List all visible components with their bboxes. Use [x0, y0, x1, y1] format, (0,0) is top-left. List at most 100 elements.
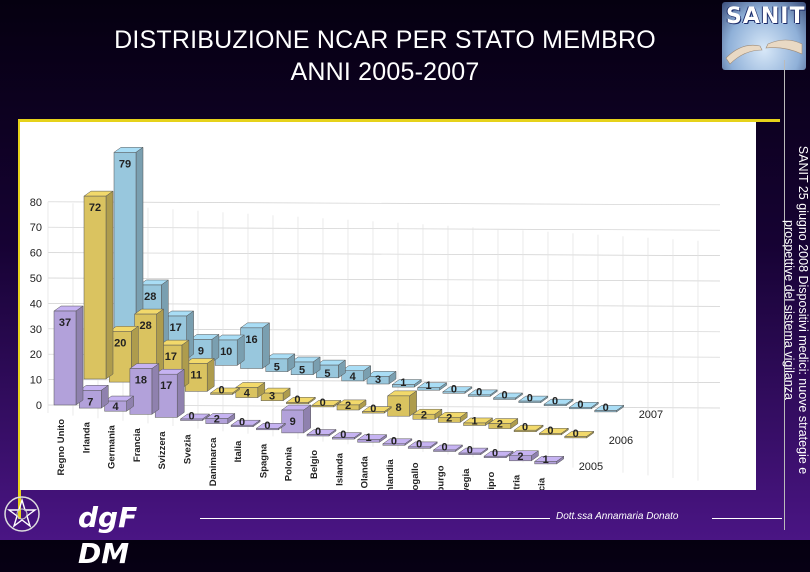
bar: [493, 397, 516, 400]
data-label: 0: [391, 435, 397, 447]
bar: [458, 452, 482, 455]
x-tick-label: Finlandia: [385, 459, 396, 490]
hands-icon: [725, 39, 803, 65]
bar: [412, 413, 436, 420]
data-label: 8: [396, 402, 402, 414]
bar-side: [151, 363, 160, 415]
bar: [235, 387, 259, 398]
data-label: 5: [324, 368, 330, 380]
slide-title: DISTRIBUZIONE NCAR PER STATO MEMBRO ANNI…: [40, 24, 730, 88]
x-tick-label: Lussemburgo: [436, 465, 447, 490]
x-tick-label: Francia: [132, 428, 143, 463]
gridline: [47, 252, 721, 256]
data-label: 9: [198, 345, 204, 357]
bar: [281, 409, 304, 434]
x-tick-label: Grecia: [537, 477, 548, 490]
data-label: 0: [340, 429, 346, 441]
data-label: 0: [315, 426, 321, 438]
data-label: 2: [345, 400, 351, 412]
bar: [513, 429, 537, 432]
x-tick-label: Irlanda: [81, 421, 92, 453]
data-label: 0: [441, 442, 447, 454]
x-tick-label: Portogallo: [410, 462, 421, 490]
data-label: 0: [218, 385, 224, 397]
data-label: 17: [160, 380, 172, 392]
bar-side: [236, 334, 245, 366]
y-tick-label: 60: [30, 248, 42, 260]
data-label: 0: [294, 394, 300, 406]
bar: [260, 392, 284, 401]
data-label: 2: [446, 412, 452, 424]
data-label: 5: [299, 365, 305, 377]
bar: [341, 370, 364, 382]
bar-side: [75, 305, 84, 406]
data-label: 0: [573, 428, 579, 440]
bar: [230, 424, 254, 427]
data-label: 1: [471, 416, 477, 428]
bar: [467, 394, 491, 397]
bar: [104, 400, 127, 412]
data-label: 0: [416, 438, 422, 450]
bar-side: [303, 404, 311, 434]
data-label: 18: [135, 375, 147, 387]
series-label: 2007: [639, 409, 663, 421]
y-tick-label: 40: [30, 298, 42, 310]
brand-logo: dgF DM: [78, 501, 138, 570]
gridline: [47, 226, 721, 231]
y-tick-label: 0: [36, 400, 42, 412]
title-line-2: ANNI 2005-2007: [290, 58, 480, 86]
x-tick-label: Spagna: [258, 443, 269, 478]
data-label: 79: [119, 158, 131, 170]
data-label: 28: [139, 320, 151, 332]
data-label: 4: [350, 371, 357, 383]
data-label: 5: [274, 362, 280, 374]
y-tick-label: 30: [30, 324, 42, 336]
data-label: 2: [214, 414, 220, 426]
bar: [509, 455, 532, 462]
bar-side: [206, 357, 215, 392]
accent-vertical-line: [18, 119, 21, 519]
x-tick-label: Austria: [511, 474, 522, 490]
y-tick-label: 50: [30, 273, 42, 285]
author-text: Dott.ssa Annamaria Donato: [556, 511, 679, 522]
data-label: 11: [190, 369, 202, 381]
x-tick-label: Norvegia: [461, 468, 472, 490]
bar: [564, 436, 587, 439]
bar: [366, 376, 390, 385]
bar: [417, 387, 440, 391]
bar: [113, 152, 137, 354]
data-label: 0: [501, 390, 507, 402]
bar: [306, 434, 330, 437]
data-label: 0: [527, 393, 533, 405]
x-tick-label: Svizzera: [157, 431, 168, 470]
bar: [205, 418, 229, 424]
bar: [311, 405, 334, 408]
data-label: 1: [543, 454, 549, 466]
x-tick-label: Danimarca: [208, 437, 219, 486]
bar: [53, 310, 77, 406]
bar-side: [211, 333, 220, 363]
y-tick-label: 10: [30, 375, 42, 387]
chart-panel: 0 10 20 30 40 50 60 70 80 0 0 0 0 0 0 0 1 1 3 4 5 5 5 16 10 9 17 28…: [20, 122, 756, 528]
data-label: 1: [400, 377, 406, 389]
bar: [180, 418, 203, 421]
data-label: 9: [290, 416, 296, 428]
data-label: 0: [451, 383, 457, 395]
x-tick-label: Svezia: [183, 434, 194, 464]
data-label: 10: [220, 346, 232, 358]
republic-emblem-icon: [4, 496, 40, 532]
y-tick-label: 70: [30, 222, 42, 234]
data-label: 17: [165, 351, 177, 363]
x-tick-label: Germania: [107, 424, 118, 469]
data-label: 0: [603, 402, 609, 414]
accent-line: [20, 119, 780, 122]
data-label: 7: [87, 396, 93, 408]
series-label: 2005: [579, 461, 603, 473]
data-label: 37: [59, 317, 71, 329]
bar: [518, 400, 542, 403]
data-label: 0: [552, 396, 558, 408]
bar: [129, 368, 153, 415]
